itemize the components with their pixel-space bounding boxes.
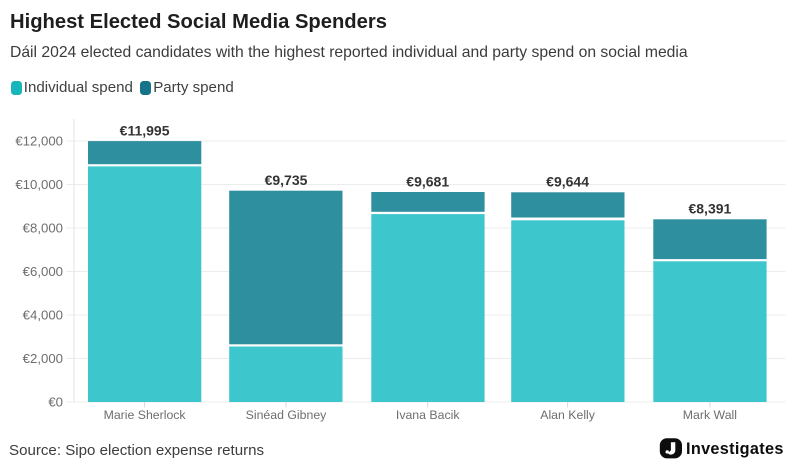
svg-text:€9,735: €9,735 <box>265 172 308 188</box>
svg-text:€9,644: €9,644 <box>546 174 589 190</box>
svg-text:€8,391: €8,391 <box>688 201 731 217</box>
svg-text:€11,995: €11,995 <box>120 123 170 139</box>
svg-text:€2,000: €2,000 <box>23 351 63 366</box>
svg-text:Sinéad Gibney: Sinéad Gibney <box>246 408 328 422</box>
svg-text:Ivana Bacik: Ivana Bacik <box>396 408 460 422</box>
svg-text:Alan Kelly: Alan Kelly <box>540 408 596 422</box>
svg-text:Marie Sherlock: Marie Sherlock <box>104 408 187 422</box>
svg-text:€0: €0 <box>48 394 63 409</box>
svg-text:€10,000: €10,000 <box>15 177 63 192</box>
svg-text:Mark Wall: Mark Wall <box>683 408 737 422</box>
svg-text:€4,000: €4,000 <box>23 307 63 322</box>
svg-text:€8,000: €8,000 <box>23 220 63 235</box>
svg-text:€9,681: €9,681 <box>406 173 449 189</box>
svg-text:€12,000: €12,000 <box>15 133 63 148</box>
svg-text:€6,000: €6,000 <box>23 264 63 279</box>
